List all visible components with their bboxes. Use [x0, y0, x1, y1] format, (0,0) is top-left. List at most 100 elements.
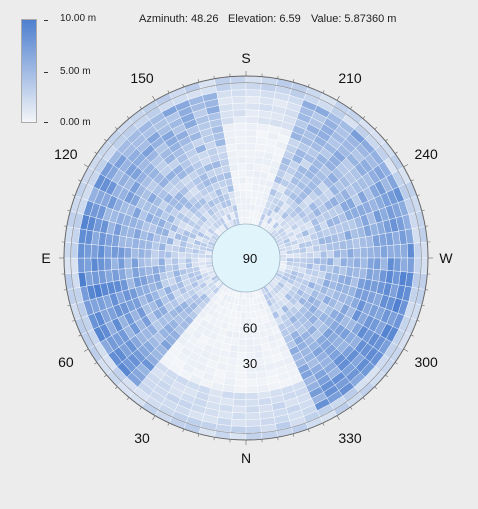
heatmap-cell: [333, 249, 341, 259]
heatmap-cell: [352, 237, 361, 249]
heatmap-cell: [245, 75, 263, 84]
heatmap-cell: [245, 176, 254, 185]
azimuth-tick: [126, 116, 130, 119]
heatmap-cell: [366, 257, 375, 270]
heatmap-cell: [253, 163, 263, 172]
azimuth-tick: [94, 362, 98, 365]
heatmap-cell: [137, 257, 146, 268]
azimuth-tick: [322, 90, 325, 94]
heatmap-cell: [235, 197, 242, 205]
heatmap-cell: [238, 169, 247, 178]
colorbar-tick: [44, 122, 48, 123]
azimuth-tick: [83, 348, 89, 352]
azimuth-tick: [403, 164, 409, 168]
heatmap-cell: [157, 257, 166, 266]
heatmap-cell: [360, 257, 368, 269]
heatmap-cell: [312, 244, 321, 253]
azimuth-tick: [292, 79, 295, 83]
heatmap-cell: [97, 257, 106, 272]
heatmap-cell: [158, 264, 167, 274]
heatmap-cell: [164, 250, 173, 259]
heatmap-cell: [245, 385, 258, 394]
azimuth-tick: [403, 348, 409, 352]
heatmap-cell: [184, 252, 193, 259]
heatmap-cell: [178, 257, 186, 265]
heatmap-cell: [407, 243, 415, 259]
heatmap-cell: [232, 398, 247, 407]
heatmap-cell: [239, 183, 247, 191]
azimuth-label: 30: [134, 430, 150, 446]
heatmap-cell: [232, 183, 241, 192]
heatmap-cell: [353, 257, 361, 269]
heatmap-cell: [178, 263, 187, 270]
heatmap-cell: [63, 257, 72, 275]
heatmap-cell: [245, 129, 258, 138]
azimuth-tick: [94, 151, 98, 154]
heatmap-cell: [380, 257, 388, 271]
heatmap-cell: [151, 249, 159, 259]
heatmap-cell: [241, 210, 247, 218]
heatmap-cell: [157, 250, 166, 259]
azimuth-tick: [416, 194, 420, 197]
heatmap-cell: [229, 344, 239, 353]
heatmap-cell: [380, 245, 388, 259]
heatmap-cell: [293, 257, 301, 263]
heatmap-cell: [131, 247, 139, 259]
heatmap-cell: [229, 75, 247, 84]
heatmap-cell: [254, 150, 265, 159]
heatmap-cell: [185, 262, 193, 269]
heatmap-cell: [97, 244, 106, 259]
heatmap-cell: [231, 89, 247, 97]
heatmap-cell: [338, 240, 348, 250]
heatmap-cell: [236, 149, 247, 158]
heatmap-cell: [237, 163, 247, 171]
heatmap-cell: [299, 257, 308, 264]
heatmap-cell: [144, 257, 153, 268]
heatmap-cell: [178, 251, 186, 259]
elevation-readout: Elevation: 6.59: [228, 13, 301, 25]
heatmap-cells: [63, 75, 429, 441]
outer-band: [70, 82, 422, 434]
heatmap-cell: [393, 244, 402, 259]
heatmap-cell: [117, 257, 126, 270]
heatmap-cell: [184, 257, 193, 264]
heatmap-cell: [227, 357, 238, 366]
heatmap-cell: [245, 345, 255, 353]
heatmap-cell: [144, 248, 153, 259]
azimuth-tick: [67, 209, 71, 212]
heatmap-cell: [229, 163, 239, 172]
azimuth-tick: [292, 433, 295, 437]
azimuth-tick: [72, 319, 76, 322]
azimuth-tick: [213, 437, 215, 441]
direction-label: W: [439, 250, 453, 266]
heatmap-cell: [242, 217, 247, 225]
azimuth-tick: [307, 84, 310, 88]
heatmap-cell: [234, 385, 247, 394]
elevation-label: 90: [243, 251, 257, 266]
azimuth-tick: [114, 126, 118, 130]
azimuth-tick: [63, 289, 67, 291]
heatmap-cell: [231, 419, 247, 427]
heatmap-cell: [245, 95, 261, 104]
heatmap-cell: [333, 257, 341, 267]
colorbar: [21, 19, 37, 123]
heatmap-cell: [240, 196, 247, 205]
heatmap-cell: [245, 149, 256, 158]
azimuth-tick: [421, 209, 425, 212]
heatmap-cell: [131, 237, 140, 249]
heatmap-cell: [332, 241, 341, 251]
heatmap-cell: [245, 405, 260, 414]
heatmap-cell: [352, 267, 361, 279]
azimuth-tick: [277, 75, 279, 79]
heatmap-cell: [83, 257, 92, 273]
heatmap-cell: [228, 350, 238, 360]
heatmap-cell: [339, 257, 348, 268]
heatmap-cell: [245, 196, 252, 205]
heatmap-cell: [413, 242, 422, 259]
heatmap-cell: [245, 291, 250, 299]
heatmap-cell: [233, 392, 247, 400]
chart-labels: S W N E 30 60 120 150 210 240 300 330 90 60 30: [41, 50, 453, 466]
heatmap-cell: [245, 425, 262, 434]
heatmap-cell: [253, 344, 263, 353]
